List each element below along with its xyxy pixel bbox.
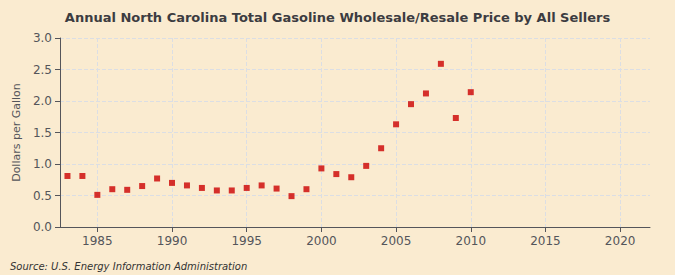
svg-text:2015: 2015 — [530, 234, 561, 248]
svg-text:2020: 2020 — [605, 234, 636, 248]
svg-text:2.5: 2.5 — [33, 63, 52, 77]
svg-text:Dollars per Gallon: Dollars per Gallon — [10, 83, 23, 182]
svg-text:1.0: 1.0 — [33, 157, 52, 171]
svg-text:1.5: 1.5 — [33, 126, 52, 140]
svg-text:Source: U.S. Energy Informatio: Source: U.S. Energy Information Administ… — [10, 261, 247, 272]
svg-text:1995: 1995 — [231, 234, 262, 248]
svg-text:2005: 2005 — [381, 234, 412, 248]
svg-text:Annual North Carolina Total Ga: Annual North Carolina Total Gasoline Who… — [65, 10, 611, 25]
svg-text:3.0: 3.0 — [33, 31, 52, 45]
svg-text:0.0: 0.0 — [33, 220, 52, 234]
svg-text:0.5: 0.5 — [33, 189, 52, 203]
svg-text:2.0: 2.0 — [33, 94, 52, 108]
svg-text:2000: 2000 — [306, 234, 337, 248]
svg-text:1990: 1990 — [157, 234, 188, 248]
svg-text:1985: 1985 — [82, 234, 113, 248]
svg-text:2010: 2010 — [455, 234, 486, 248]
